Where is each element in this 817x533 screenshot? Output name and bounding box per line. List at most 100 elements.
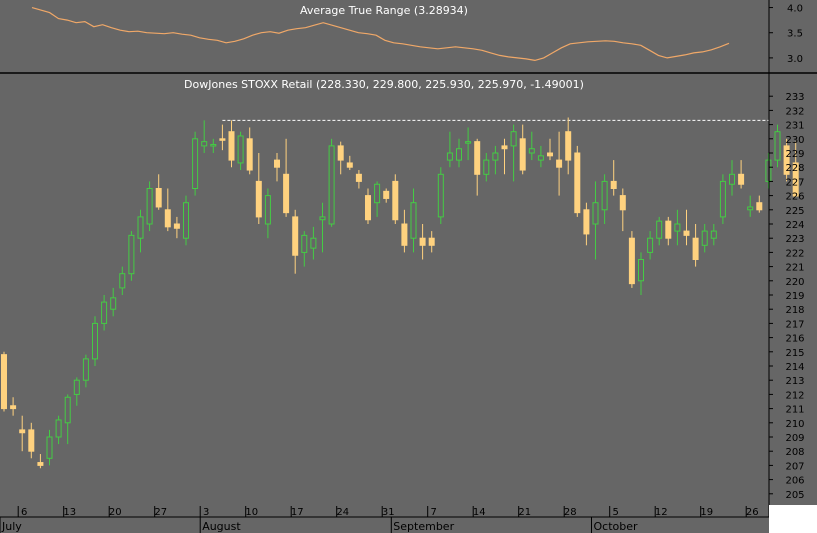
candle-body — [456, 148, 462, 161]
price-tick-label: 227 — [785, 177, 804, 188]
month-label: July — [1, 520, 22, 533]
month-label: September — [393, 520, 454, 533]
candle-body — [519, 138, 526, 171]
candle-body — [274, 159, 280, 168]
x-tick-label: 26 — [746, 507, 759, 518]
price-tick-label: 233 — [785, 92, 804, 103]
candle-body — [246, 138, 253, 171]
candle-body — [747, 206, 754, 211]
candle-body — [719, 180, 726, 218]
atr-title: Average True Range (3.28934) — [300, 4, 468, 17]
candle-body — [665, 220, 672, 239]
price-tick-label: 228 — [785, 163, 804, 174]
price-tick-label: 208 — [785, 447, 804, 458]
price-tick-label: 225 — [785, 206, 804, 217]
price-tick-label: 218 — [785, 305, 804, 316]
x-tick-label: 10 — [245, 507, 258, 518]
candle-body — [628, 237, 635, 285]
price-tick-label: 230 — [785, 135, 804, 146]
candle-body — [183, 202, 189, 239]
candle-body — [710, 230, 717, 239]
candle-body — [1, 354, 7, 410]
candle-body — [355, 173, 362, 182]
candle-body — [729, 173, 735, 185]
candle-body — [292, 216, 299, 256]
price-tick-label: 226 — [785, 192, 804, 203]
candle-body — [374, 183, 381, 204]
x-tick-label: 20 — [109, 507, 122, 518]
candle-body — [738, 173, 745, 185]
candle-body — [565, 131, 572, 161]
candle-body — [792, 162, 799, 197]
price-tick-label: 221 — [785, 263, 804, 274]
price-tick-label: 207 — [785, 461, 804, 472]
x-tick-label: 27 — [154, 507, 167, 518]
x-tick-label: 3 — [203, 507, 209, 518]
x-tick-label: 21 — [518, 507, 531, 518]
candle-body — [228, 131, 235, 161]
corner-box — [769, 505, 817, 533]
price-tick-label: 212 — [785, 390, 804, 401]
candle-body — [237, 135, 244, 164]
month-label: October — [594, 520, 638, 533]
candle-body — [10, 405, 17, 410]
candle-body — [137, 216, 144, 239]
candle-body — [547, 152, 553, 157]
price-tick-label: 216 — [785, 334, 804, 345]
x-tick-label: 17 — [291, 507, 304, 518]
candle-body — [428, 237, 435, 246]
candle-body — [110, 297, 117, 310]
price-tick-label: 209 — [785, 433, 804, 444]
price-tick-label: 217 — [785, 319, 804, 330]
candle-body — [219, 138, 226, 141]
candle-body — [101, 301, 108, 324]
candle-body — [365, 195, 371, 221]
price-tick-label: 210 — [785, 419, 804, 430]
candle-body — [37, 462, 44, 466]
candle-body — [310, 237, 317, 249]
price-tick-label: 219 — [785, 291, 804, 302]
candle-body — [619, 195, 626, 211]
candle-body — [756, 202, 763, 211]
month-label: August — [202, 520, 241, 533]
candle-body — [401, 223, 408, 246]
candle-body — [28, 429, 35, 452]
x-tick-label: 14 — [473, 507, 486, 518]
candle-body — [146, 188, 153, 225]
candle-body — [328, 145, 335, 225]
candle-body — [255, 180, 262, 218]
candle-body — [346, 162, 353, 168]
candle-body — [92, 322, 98, 360]
atr-line — [31, 7, 730, 62]
atr-tick-label: 4.0 — [787, 4, 803, 15]
candle-body — [656, 220, 663, 239]
candle-body — [601, 180, 608, 211]
candle-body — [383, 190, 390, 199]
price-tick-label: 211 — [785, 405, 804, 416]
x-tick-label: 7 — [431, 507, 437, 518]
candle-body — [201, 141, 208, 147]
candle-body — [19, 429, 26, 434]
atr-panel — [31, 7, 730, 62]
candle-body — [437, 173, 444, 218]
candle-body — [319, 216, 326, 221]
x-tick-label: 19 — [700, 507, 713, 518]
candle-body — [119, 273, 126, 289]
x-tick-label: 28 — [564, 507, 577, 518]
price-tick-label: 205 — [785, 490, 804, 501]
price-tick-label: 220 — [785, 277, 804, 288]
candle-body — [164, 209, 171, 228]
candle-body — [55, 419, 62, 438]
price-title: DowJones STOXX Retail (228.330, 229.800,… — [184, 78, 584, 91]
candle-body — [474, 141, 481, 175]
candle-body — [556, 159, 563, 168]
candle-body — [583, 209, 590, 235]
price-tick-label: 215 — [785, 348, 804, 359]
candle-body — [192, 138, 199, 190]
x-tick-label: 24 — [336, 507, 349, 518]
x-tick-label: 12 — [655, 507, 668, 518]
x-tick-label: 13 — [63, 507, 76, 518]
candle-body — [610, 180, 617, 189]
candle-body — [683, 230, 690, 236]
